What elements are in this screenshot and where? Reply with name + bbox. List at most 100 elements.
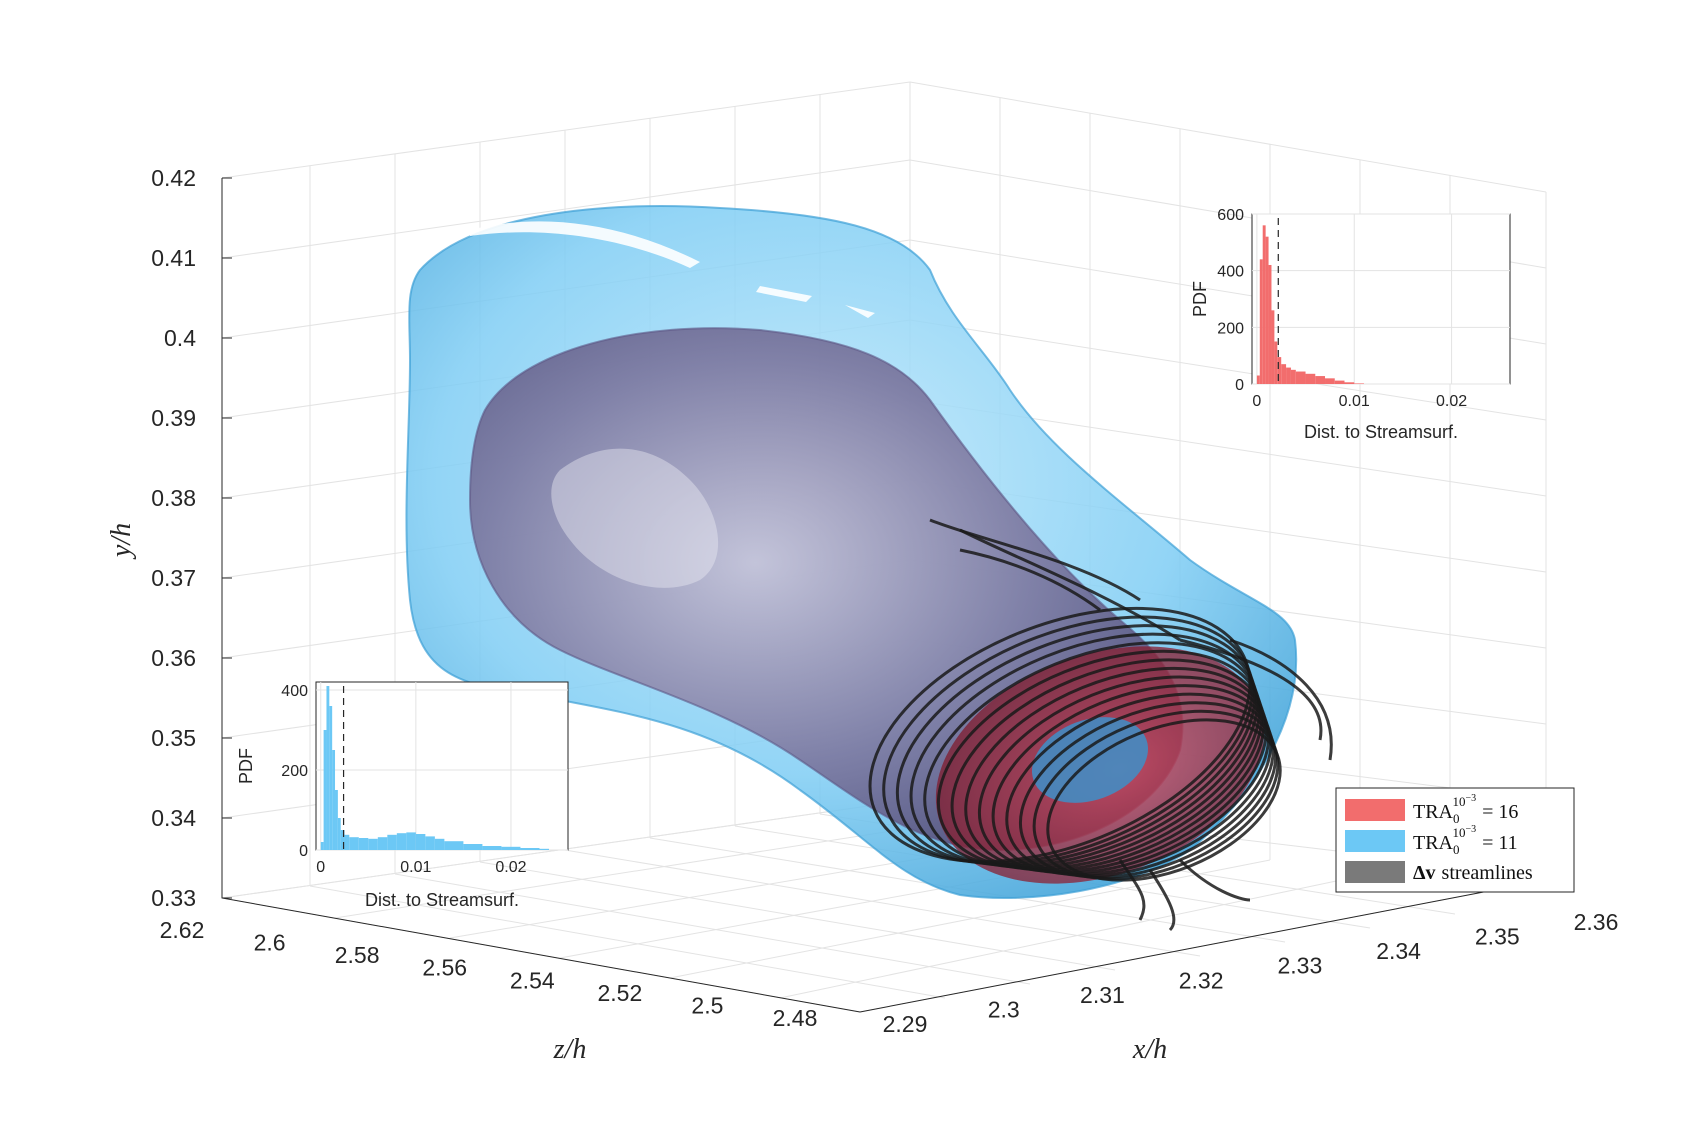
legend-swatch-red: [1345, 799, 1405, 821]
streamline-trail: [1179, 638, 1323, 741]
z-tick-label: 2.6: [254, 930, 286, 956]
y-tick-label: 0.41: [151, 245, 196, 271]
histogram-bin: [387, 834, 397, 850]
z-tick-label: 2.62: [160, 917, 205, 943]
inset-y-tick-label: 0: [299, 843, 308, 860]
histogram-bin: [1277, 357, 1282, 384]
streamline-trail: [1229, 638, 1333, 761]
inset-x-tick-label: 0: [316, 859, 325, 876]
inset-blue-frame: [315, 681, 569, 851]
x-tick-label: 2.29: [883, 1011, 928, 1037]
histogram-bin: [1315, 376, 1326, 384]
histogram-inset-red: 0 0.01 0.02 0 200 400 600 PDF Dist. to Streams…: [1190, 207, 1511, 442]
histogram-bin: [1256, 375, 1260, 384]
streamline-trail: [1148, 869, 1176, 932]
y-tick-label: 0.38: [151, 485, 196, 511]
x-tick-label: 2.35: [1475, 924, 1520, 950]
inset-y-tick-label: 600: [1217, 207, 1244, 224]
histogram-bin: [482, 846, 502, 850]
histogram-bin: [463, 844, 483, 850]
histogram-bin: [1325, 378, 1335, 384]
z-tick-label: 2.52: [597, 980, 642, 1006]
y-tick-label: 0.4: [164, 325, 196, 351]
histogram-bin: [332, 750, 336, 850]
legend-swatch-blue: [1345, 830, 1405, 852]
inset-x-tick-label: 0: [1252, 393, 1261, 410]
histogram-bin: [1344, 382, 1355, 384]
inset-red-tick-labels: 0 0.01 0.02 0 200 400 600: [1217, 207, 1467, 410]
x-tick-label: 2.3: [988, 996, 1020, 1022]
y-tick-label: 0.39: [151, 405, 196, 431]
z-tick-label: 2.54: [510, 967, 555, 993]
legend-swatch-streamlines: [1345, 861, 1405, 883]
z-axis-label: z/h: [553, 1034, 587, 1065]
legend-label-red: TRA010−3= 16: [1413, 793, 1518, 826]
histogram-bin: [1274, 341, 1278, 384]
inset-y-tick-label: 400: [1217, 264, 1244, 281]
histogram-bin: [425, 836, 435, 850]
histogram-bin: [1286, 367, 1291, 384]
z-tick-label: 2.58: [335, 942, 380, 968]
legend-label-streamlines: Δv streamlines: [1413, 862, 1533, 884]
inset-red-frame: [1251, 213, 1511, 385]
streamline-trail: [959, 528, 1181, 642]
histogram-bin: [1295, 371, 1306, 384]
x-tick-label: 2.32: [1179, 967, 1224, 993]
x-tick-labels: 2.29 2.3 2.31 2.32 2.33 2.34 2.35 2.36: [883, 909, 1619, 1037]
x-tick-label: 2.34: [1376, 938, 1421, 964]
z-tick-label: 2.56: [422, 955, 467, 981]
y-tick-label: 0.42: [151, 165, 196, 191]
x-tick-label: 2.31: [1080, 982, 1125, 1008]
x-tick-label: 2.33: [1277, 953, 1322, 979]
inset-y-tick-label: 400: [281, 683, 308, 700]
z-tick-label: 2.48: [773, 1005, 818, 1031]
histogram-bin: [358, 838, 369, 850]
inset-red-bars: [1256, 225, 1364, 384]
x-axis-label: x/h: [1132, 1034, 1167, 1065]
histogram-bin: [329, 706, 333, 850]
x-tick-label: 2.36: [1574, 909, 1619, 935]
legend: TRA010−3= 16 TRA010−3= 11 Δv streamlines: [1335, 787, 1575, 893]
y-tick-label: 0.33: [151, 885, 196, 911]
y-tick-label: 0.37: [151, 565, 196, 591]
histogram-bin: [1281, 364, 1287, 384]
streamline-loop: [1046, 718, 1282, 882]
y-tick-label: 0.34: [151, 805, 196, 831]
histogram-bin: [368, 838, 378, 850]
histogram-bin: [340, 830, 345, 850]
y-axis-label: y/h: [106, 523, 137, 560]
histogram-bin: [406, 832, 416, 850]
histogram-bin: [434, 838, 445, 850]
histogram-bin: [1268, 265, 1272, 384]
legend-entry-blue: TRA010−3= 11: [1345, 824, 1518, 857]
inset-x-tick-label: 0.02: [1436, 393, 1467, 410]
legend-label-blue: TRA010−3= 11: [1413, 824, 1518, 857]
histogram-bin: [520, 848, 540, 850]
inset-blue-x-label: Dist. to Streamsurf.: [365, 890, 519, 910]
y-tick-label: 0.36: [151, 645, 196, 671]
histogram-bin: [326, 686, 330, 850]
legend-entry-streamlines: Δv streamlines: [1345, 861, 1533, 884]
inset-blue-bars: [320, 686, 549, 850]
z-tick-labels: 2.62 2.6 2.58 2.56 2.54 2.52 2.5 2.48: [160, 917, 818, 1031]
inset-x-tick-label: 0.01: [1339, 393, 1370, 410]
inset-red-x-label: Dist. to Streamsurf.: [1304, 422, 1458, 442]
histogram-bin: [1290, 369, 1296, 384]
inset-y-tick-label: 0: [1235, 377, 1244, 394]
y-tick-labels: 0.33 0.34 0.35 0.36 0.37 0.38 0.39 0.4 0.41 0.42: [151, 165, 196, 911]
inset-blue-y-label: PDF: [236, 748, 256, 784]
histogram-bin: [539, 848, 549, 850]
histogram-bin: [1259, 259, 1263, 384]
streamline-trail: [1178, 858, 1251, 902]
streamline-trail: [1118, 859, 1146, 921]
inset-x-tick-label: 0.01: [400, 859, 431, 876]
histogram-bin: [377, 837, 388, 850]
histogram-inset-blue: 0 0.01 0.02 0 200 400 PDF Dist. to Streamsurf…: [236, 681, 569, 910]
histogram-bin: [344, 834, 350, 850]
histogram-bin: [501, 846, 521, 850]
histogram-bin: [415, 834, 426, 850]
histogram-bin: [1265, 236, 1269, 384]
streamline-trail: [959, 548, 1101, 612]
